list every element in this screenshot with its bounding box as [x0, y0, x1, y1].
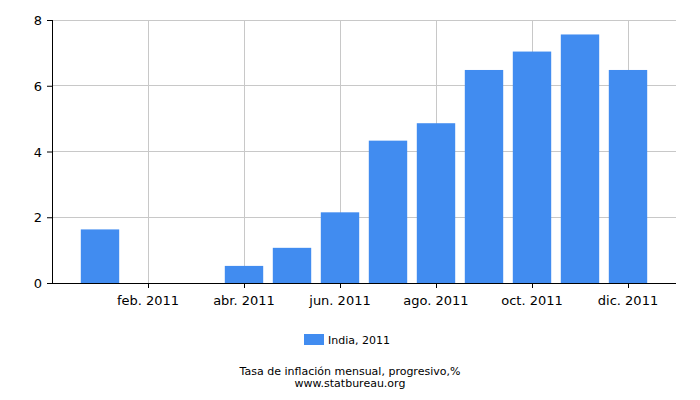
bar	[81, 229, 119, 283]
axes: 0 2 4 6 8 feb. 2011 abr. 2011 jun. 2011 ago. 201…	[34, 13, 676, 308]
y-tick-label: 6	[34, 79, 42, 94]
x-tick	[532, 283, 533, 288]
legend-swatch	[304, 334, 324, 345]
y-tick	[47, 152, 52, 153]
y-tick	[47, 20, 52, 21]
chart: 0 2 4 6 8 feb. 2011 abr. 2011 jun. 2011 ago. 201…	[0, 0, 700, 400]
bar	[321, 212, 359, 283]
y-tick-label: 2	[34, 210, 42, 225]
legend-label: India, 2011	[328, 334, 390, 347]
bar	[369, 141, 407, 283]
x-tick-label: feb. 2011	[117, 293, 179, 308]
y-tick	[47, 283, 52, 284]
y-tick	[47, 86, 52, 87]
x-tick-label: dic. 2011	[598, 293, 658, 308]
grid	[52, 20, 676, 283]
x-tick	[148, 283, 149, 288]
x-grid-line	[148, 20, 149, 283]
y-tick	[47, 217, 52, 218]
y-tick-label: 0	[34, 276, 42, 291]
bars	[81, 34, 647, 283]
x-tick	[340, 283, 341, 288]
bar	[177, 283, 215, 284]
x-tick	[244, 283, 245, 288]
x-tick-label: oct. 2011	[501, 293, 563, 308]
bar	[465, 70, 503, 283]
chart-container: 0 2 4 6 8 feb. 2011 abr. 2011 jun. 2011 ago. 201…	[0, 0, 700, 400]
x-tick-label: ago. 2011	[403, 293, 468, 308]
bar	[561, 34, 599, 283]
bar	[225, 266, 263, 283]
bar	[129, 283, 167, 284]
x-grid-line	[244, 20, 245, 283]
x-tick	[436, 283, 437, 288]
bar	[273, 248, 311, 283]
x-tick-label: abr. 2011	[213, 293, 275, 308]
legend: India, 2011	[304, 334, 390, 347]
x-axis-line	[52, 283, 676, 284]
y-tick-label: 8	[34, 13, 42, 28]
y-axis-line	[52, 20, 53, 283]
x-tick	[628, 283, 629, 288]
bar	[513, 52, 551, 283]
x-tick-label: jun. 2011	[308, 293, 370, 308]
bar	[417, 123, 455, 283]
subtitle: www.statbureau.org	[295, 377, 406, 390]
y-tick-label: 4	[34, 145, 42, 160]
bar	[609, 70, 647, 283]
y-grid-line	[52, 20, 676, 21]
